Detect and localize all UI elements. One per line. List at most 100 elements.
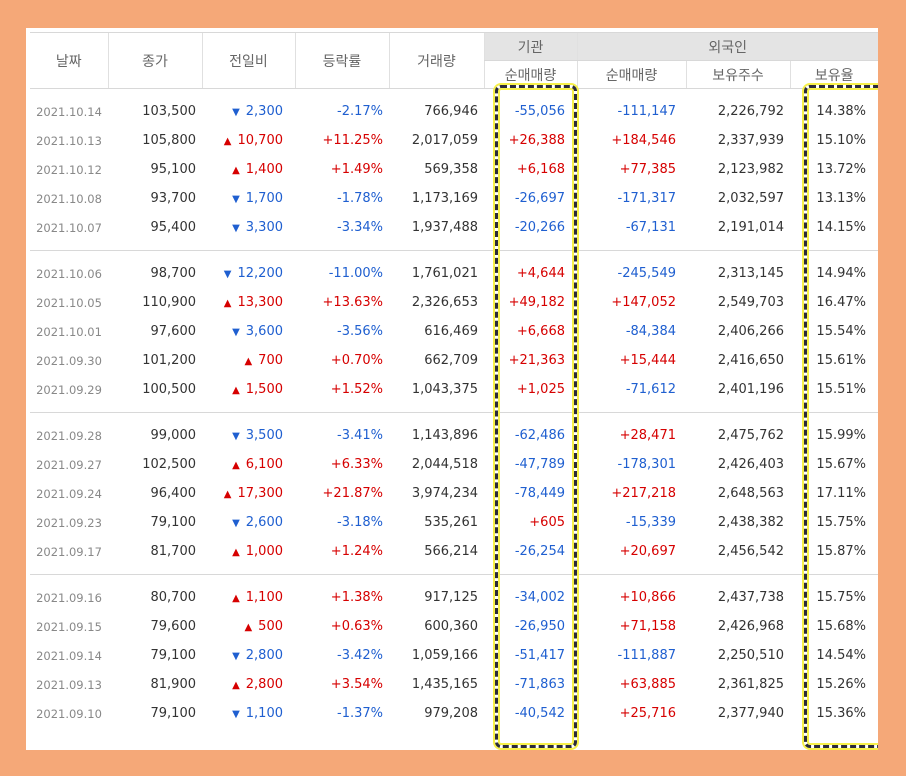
close-cell: 99,000 bbox=[150, 428, 197, 443]
foreign-holdings-cell: 2,191,014 bbox=[717, 220, 784, 235]
change-value: 13,300 bbox=[237, 295, 284, 310]
header-foreign-net[interactable]: 순매매량 bbox=[576, 60, 686, 89]
foreign-ratio-cell: 15.68% bbox=[816, 619, 866, 634]
down-triangle-icon: ▼ bbox=[232, 518, 240, 529]
group-spacer bbox=[30, 413, 878, 421]
volume-cell: 979,208 bbox=[424, 706, 478, 721]
change-cell: ▼ 1,700 bbox=[202, 184, 295, 213]
close-cell: 100,500 bbox=[142, 382, 196, 397]
header-close[interactable]: 종가 bbox=[107, 32, 202, 89]
foreign-ratio-cell: 15.75% bbox=[816, 590, 866, 605]
institution-net-cell: -34,002 bbox=[514, 590, 565, 605]
header-foreign-holdings[interactable]: 보유주수 bbox=[685, 60, 790, 89]
foreign-ratio-cell: 15.99% bbox=[816, 428, 866, 443]
institution-net-cell: +6,168 bbox=[516, 162, 565, 177]
foreign-holdings-cell: 2,401,196 bbox=[717, 382, 784, 397]
spacer-cell bbox=[30, 575, 878, 583]
change-cell: ▲ 1,500 bbox=[202, 375, 295, 404]
volume-cell: 600,360 bbox=[424, 619, 478, 634]
table-row: 2021.10.06 98,700 ▼ 12,200 -11.00% 1,761,021 +… bbox=[30, 259, 878, 288]
header-volume[interactable]: 거래량 bbox=[388, 32, 484, 89]
up-triangle-icon: ▲ bbox=[232, 165, 240, 176]
change-cell: ▼ 3,300 bbox=[202, 213, 295, 242]
up-triangle-icon: ▲ bbox=[232, 385, 240, 396]
table-row: 2021.09.10 79,100 ▼ 1,100 -1.37% 979,208 -40,5… bbox=[30, 699, 878, 728]
volume-cell: 566,214 bbox=[424, 544, 478, 559]
change-value: 2,800 bbox=[245, 677, 283, 692]
foreign-net-cell: +77,385 bbox=[619, 162, 676, 177]
rate-cell: +1.52% bbox=[330, 382, 383, 397]
close-cell: 79,100 bbox=[150, 706, 197, 721]
foreign-ratio-cell: 15.26% bbox=[816, 677, 866, 692]
foreign-ratio-cell: 16.47% bbox=[816, 295, 866, 310]
rate-cell: +21.87% bbox=[322, 486, 383, 501]
highlight-ratio-column bbox=[804, 85, 878, 748]
group-spacer bbox=[30, 89, 878, 98]
header-institution-net[interactable]: 순매매량 bbox=[483, 60, 577, 89]
foreign-holdings-cell: 2,438,382 bbox=[717, 515, 784, 530]
divider-cell bbox=[30, 574, 878, 575]
rate-cell: +0.70% bbox=[330, 353, 383, 368]
foreign-ratio-cell: 15.36% bbox=[816, 706, 866, 721]
rate-cell: -2.17% bbox=[337, 104, 383, 119]
group-spacer bbox=[30, 242, 878, 251]
table-row: 2021.09.27 102,500 ▲ 6,100 +6.33% 2,044,518 -4… bbox=[30, 450, 878, 479]
foreign-net-cell: -171,317 bbox=[617, 191, 676, 206]
foreign-holdings-cell: 2,475,762 bbox=[717, 428, 784, 443]
header-rate[interactable]: 등락률 bbox=[294, 32, 389, 89]
change-cell: ▲ 700 bbox=[202, 346, 295, 375]
foreign-holdings-cell: 2,250,510 bbox=[717, 648, 784, 663]
foreign-holdings-cell: 2,123,982 bbox=[717, 162, 784, 177]
up-triangle-icon: ▲ bbox=[244, 622, 253, 633]
up-triangle-icon: ▲ bbox=[232, 547, 240, 558]
volume-cell: 1,059,166 bbox=[411, 648, 478, 663]
institution-net-cell: +4,644 bbox=[516, 266, 565, 281]
header-foreign-group: 외국인 bbox=[576, 32, 878, 61]
divider-cell bbox=[30, 412, 878, 413]
foreign-ratio-cell: 15.67% bbox=[816, 457, 866, 472]
table-row: 2021.09.14 79,100 ▼ 2,800 -3.42% 1,059,166 -51… bbox=[30, 641, 878, 670]
table-row: 2021.09.15 79,600 ▲ 500 +0.63% 600,360 -26,950… bbox=[30, 612, 878, 641]
foreign-holdings-cell: 2,456,542 bbox=[717, 544, 784, 559]
close-cell: 79,100 bbox=[150, 648, 197, 663]
foreign-net-cell: +28,471 bbox=[619, 428, 676, 443]
close-cell: 97,600 bbox=[150, 324, 197, 339]
institution-net-cell: -26,254 bbox=[514, 544, 565, 559]
institution-net-cell: -51,417 bbox=[514, 648, 565, 663]
header-change[interactable]: 전일비 bbox=[201, 32, 295, 89]
header-date[interactable]: 날짜 bbox=[30, 32, 108, 89]
group-spacer bbox=[30, 251, 878, 259]
group-divider bbox=[30, 250, 878, 251]
rate-cell: +1.49% bbox=[330, 162, 383, 177]
foreign-net-cell: -245,549 bbox=[617, 266, 676, 281]
date-cell: 2021.10.06 bbox=[36, 266, 102, 281]
change-value: 6,100 bbox=[245, 457, 283, 472]
up-triangle-icon: ▲ bbox=[232, 593, 240, 604]
foreign-holdings-cell: 2,377,940 bbox=[717, 706, 784, 721]
volume-cell: 1,143,896 bbox=[411, 428, 478, 443]
change-value: 500 bbox=[258, 619, 283, 634]
foreign-net-cell: -111,887 bbox=[617, 648, 676, 663]
foreign-ratio-cell: 14.94% bbox=[816, 266, 866, 281]
foreign-ratio-cell: 15.10% bbox=[816, 133, 866, 148]
volume-cell: 3,974,234 bbox=[411, 486, 478, 501]
foreign-net-cell: +71,158 bbox=[619, 619, 676, 634]
header-foreign-ratio[interactable]: 보유율 bbox=[789, 60, 878, 89]
date-cell: 2021.09.17 bbox=[36, 544, 102, 559]
foreign-ratio-cell: 15.51% bbox=[816, 382, 866, 397]
institution-net-cell: +1,025 bbox=[516, 382, 565, 397]
foreign-net-cell: +63,885 bbox=[619, 677, 676, 692]
table-row: 2021.10.05 110,900 ▲ 13,300 +13.63% 2,326,653… bbox=[30, 288, 878, 317]
foreign-net-cell: +20,697 bbox=[619, 544, 676, 559]
close-cell: 95,100 bbox=[150, 162, 197, 177]
group-spacer bbox=[30, 566, 878, 575]
down-triangle-icon: ▼ bbox=[232, 327, 240, 338]
spacer-cell bbox=[30, 413, 878, 421]
close-cell: 93,700 bbox=[150, 191, 197, 206]
change-value: 2,300 bbox=[245, 104, 283, 119]
institution-net-cell: -62,486 bbox=[514, 428, 565, 443]
close-cell: 101,200 bbox=[142, 353, 196, 368]
close-cell: 105,800 bbox=[142, 133, 196, 148]
institution-net-cell: -55,056 bbox=[514, 104, 565, 119]
rate-cell: +0.63% bbox=[330, 619, 383, 634]
